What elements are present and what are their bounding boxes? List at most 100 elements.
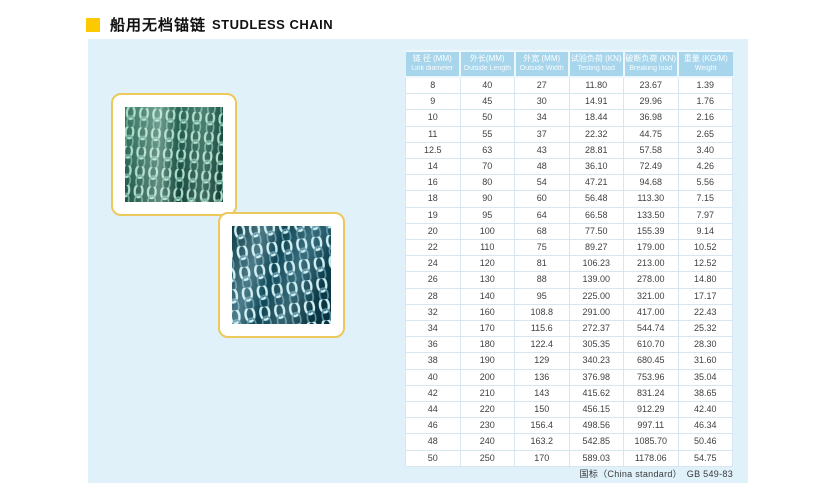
table-cell: 133.50 xyxy=(623,206,679,224)
col-header-zh: 试验负荷 (KN) xyxy=(570,54,622,63)
page-title-english: STUDLESS CHAIN xyxy=(212,17,334,32)
table-cell: 28 xyxy=(405,287,461,305)
table-cell: 7.97 xyxy=(677,206,733,224)
table-cell: 278.00 xyxy=(623,271,679,289)
table-row: 10 50 34 18.44 36.98 2.16 xyxy=(405,109,733,127)
table-cell: 122.4 xyxy=(514,336,570,354)
table-cell: 120 xyxy=(459,255,515,273)
table-cell: 66.58 xyxy=(568,206,624,224)
table-row: 34 170 115.6 272.37 544.74 25.32 xyxy=(405,320,733,338)
col-header-zh: 链 径 (MM) xyxy=(412,54,452,63)
table-cell: 23.67 xyxy=(623,76,679,95)
table-cell: 240 xyxy=(459,433,515,451)
table-cell: 50 xyxy=(459,109,515,127)
table-cell: 44.75 xyxy=(623,125,679,143)
table-row: 18 90 60 56.48 113.30 7.15 xyxy=(405,190,733,208)
table-row: 28 140 95 225.00 321.00 17.17 xyxy=(405,287,733,305)
table-cell: 14 xyxy=(405,158,461,176)
table-cell: 230 xyxy=(459,417,515,435)
chain-photo-2 xyxy=(232,226,331,324)
table-cell: 22.32 xyxy=(568,125,624,143)
table-cell: 29.96 xyxy=(623,93,679,111)
table-cell: 48 xyxy=(405,433,461,451)
table-cell: 225.00 xyxy=(568,287,624,305)
table-cell: 108.8 xyxy=(514,303,570,322)
table-cell: 88 xyxy=(514,271,570,289)
table-cell: 37 xyxy=(514,125,570,143)
table-cell: 46 xyxy=(405,417,461,435)
table-cell: 54 xyxy=(514,174,570,192)
table-cell: 50 xyxy=(405,449,461,467)
table-cell: 28.30 xyxy=(677,336,733,354)
table-row: 42 210 143 415.62 831.24 38.65 xyxy=(405,384,733,403)
table-cell: 170 xyxy=(514,449,570,467)
table-cell: 35.04 xyxy=(677,368,733,386)
table-row: 22 110 75 89.27 179.00 10.52 xyxy=(405,239,733,257)
table-cell: 48 xyxy=(514,158,570,176)
table-row: 46 230 156.4 498.56 997.11 46.34 xyxy=(405,417,733,435)
standard-note: 国标（China standard） GB 549-83 xyxy=(579,469,733,479)
col-header-link-diameter: 链 径 (MM) Link diameter xyxy=(405,50,461,78)
table-cell: 210 xyxy=(459,384,515,403)
col-header-en: Breaking load xyxy=(629,65,673,72)
chain-photo-card-2 xyxy=(218,212,345,338)
table-cell: 376.98 xyxy=(568,368,624,386)
table-cell: 81 xyxy=(514,255,570,273)
table-cell: 34 xyxy=(514,109,570,127)
col-header-en: Weight xyxy=(694,65,717,72)
content-panel: 链 径 (MM) Link diameter 外长(MM) Outside Le… xyxy=(88,39,755,483)
table-cell: 340.23 xyxy=(568,352,624,370)
table-cell: 10.52 xyxy=(677,239,733,257)
table-cell: 1.39 xyxy=(677,76,733,95)
table-cell: 42.40 xyxy=(677,401,733,419)
table-cell: 456.15 xyxy=(568,401,624,419)
table-cell: 113.30 xyxy=(623,190,679,208)
table-cell: 12.5 xyxy=(405,141,461,160)
table-row: 19 95 64 66.58 133.50 7.97 xyxy=(405,206,733,224)
table-cell: 45 xyxy=(459,93,515,111)
table-cell: 64 xyxy=(514,206,570,224)
table-cell: 16 xyxy=(405,174,461,192)
table-row: 48 240 163.2 542.85 1085.70 50.46 xyxy=(405,433,733,451)
table-cell: 14.91 xyxy=(568,93,624,111)
table-cell: 36.98 xyxy=(623,109,679,127)
table-cell: 140 xyxy=(459,287,515,305)
table-cell: 498.56 xyxy=(568,417,624,435)
table-cell: 34 xyxy=(405,320,461,338)
table-cell: 4.26 xyxy=(677,158,733,176)
table-cell: 220 xyxy=(459,401,515,419)
table-cell: 544.74 xyxy=(623,320,679,338)
table-cell: 95 xyxy=(459,206,515,224)
table-row: 8 40 27 11.80 23.67 1.39 xyxy=(405,76,733,95)
table-cell: 291.00 xyxy=(568,303,624,322)
table-cell: 22.43 xyxy=(677,303,733,322)
table-cell: 190 xyxy=(459,352,515,370)
table-cell: 610.70 xyxy=(623,336,679,354)
col-header-zh: 外长(MM) xyxy=(469,54,505,63)
spec-table: 链 径 (MM) Link diameter 外长(MM) Outside Le… xyxy=(405,50,733,467)
table-cell: 3.40 xyxy=(677,141,733,160)
page-title-chinese: 船用无档锚链 xyxy=(110,17,207,34)
table-cell: 100 xyxy=(459,222,515,241)
table-cell: 115.6 xyxy=(514,320,570,338)
table-cell: 8 xyxy=(405,76,461,95)
table-cell: 50.46 xyxy=(677,433,733,451)
col-header-zh: 外宽 (MM) xyxy=(523,54,561,63)
col-header-zh: 破断负荷 (KN) xyxy=(625,54,677,63)
table-cell: 70 xyxy=(459,158,515,176)
table-cell: 36 xyxy=(405,336,461,354)
table-cell: 17.17 xyxy=(677,287,733,305)
table-cell: 2.16 xyxy=(677,109,733,127)
table-cell: 321.00 xyxy=(623,287,679,305)
table-cell: 40 xyxy=(405,368,461,386)
table-cell: 129 xyxy=(514,352,570,370)
col-header-outside-width: 外宽 (MM) Outside Width xyxy=(513,50,570,78)
spec-table-body: 8 40 27 11.80 23.67 1.39 9 45 30 14.91 29.96 1.76 10… xyxy=(405,76,733,467)
table-cell: 106.23 xyxy=(568,255,624,273)
table-row: 50 250 170 589.03 1178.06 54.75 xyxy=(405,449,733,467)
table-cell: 47.21 xyxy=(568,174,624,192)
table-cell: 63 xyxy=(459,141,515,160)
yellow-square-bullet-icon xyxy=(86,17,100,32)
table-cell: 72.49 xyxy=(623,158,679,176)
col-header-en: Link diameter xyxy=(411,65,454,72)
